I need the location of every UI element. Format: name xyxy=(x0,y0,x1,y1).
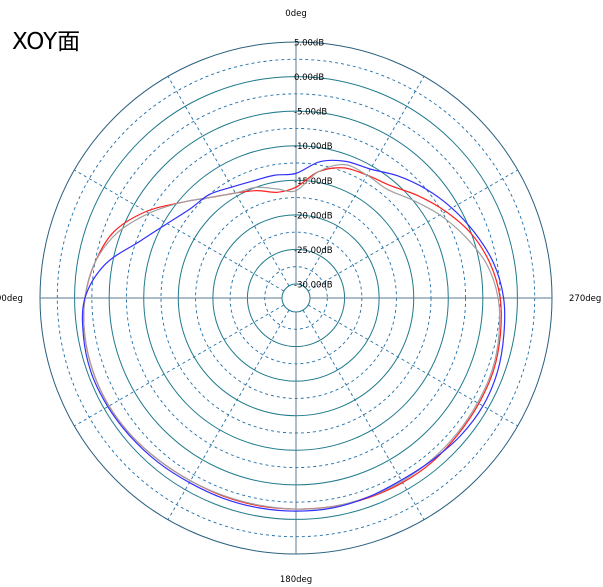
polar-grid xyxy=(39,41,553,555)
radial-tick-label: 5.00dB xyxy=(294,39,324,49)
grid-spoke xyxy=(167,309,290,520)
radial-tick-label: -25.00dB xyxy=(294,246,333,256)
grid-spoke xyxy=(74,304,285,427)
chart-title: XOY面 xyxy=(12,29,81,55)
angle-label: 90deg xyxy=(0,294,23,304)
grid-spoke xyxy=(167,76,290,287)
angle-labels: 0deg 90deg 180deg 270deg xyxy=(0,9,601,585)
grid-spoke xyxy=(302,76,425,287)
angle-label: 270deg xyxy=(569,294,601,304)
radial-tick-label: -20.00dB xyxy=(294,211,333,221)
series-group xyxy=(81,159,506,512)
series-line-2 xyxy=(83,164,501,510)
grid-spoke xyxy=(74,169,285,292)
grid-spoke xyxy=(307,304,518,427)
radial-tick-labels: 5.00dB 0.00dB -5.00dB -10.00dB -15.00dB -20.0… xyxy=(294,39,333,291)
angle-label: 180deg xyxy=(280,575,312,585)
radial-tick-label: -5.00dB xyxy=(294,108,327,118)
series-line-3 xyxy=(81,159,506,512)
grid-spoke xyxy=(302,309,425,520)
radial-tick-label: -15.00dB xyxy=(294,177,333,187)
angle-label: 0deg xyxy=(285,9,306,19)
radial-tick-label: -30.00dB xyxy=(294,281,333,291)
grid-spoke xyxy=(307,169,518,292)
radial-tick-label: 0.00dB xyxy=(294,73,324,83)
radial-tick-label: -10.00dB xyxy=(294,142,333,152)
